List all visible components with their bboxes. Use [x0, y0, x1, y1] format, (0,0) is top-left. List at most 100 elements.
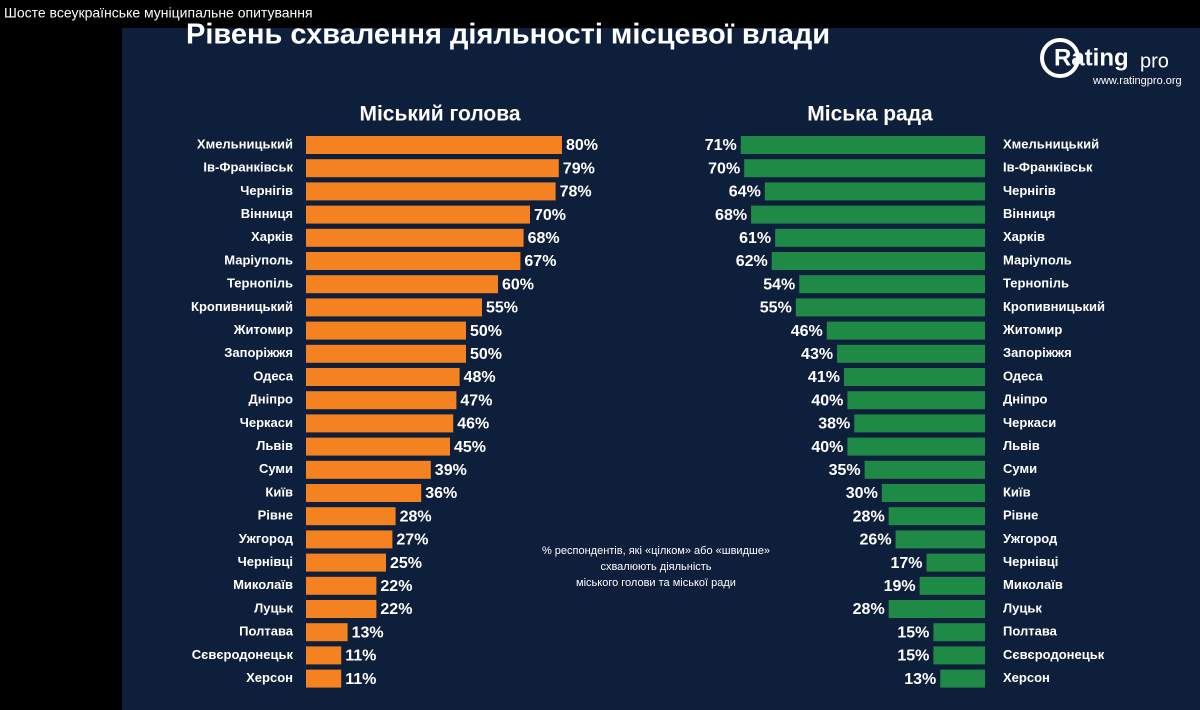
- category-label: Суми: [259, 461, 293, 476]
- category-label: Вінниця: [1003, 206, 1055, 221]
- value-label: 41%: [808, 369, 840, 386]
- bar: [306, 275, 498, 294]
- value-label: 25%: [390, 555, 422, 572]
- bar: [888, 600, 985, 618]
- category-label: Чернігів: [240, 183, 293, 198]
- bar: [843, 368, 985, 386]
- category-label: Миколаїв: [1003, 577, 1063, 592]
- value-label: 22%: [380, 601, 412, 618]
- chart-title: Міська рада: [807, 103, 933, 126]
- value-label: 62%: [736, 253, 768, 270]
- value-label: 70%: [534, 207, 566, 224]
- slide: [122, 28, 1200, 710]
- value-label: 15%: [897, 648, 929, 665]
- bar: [306, 205, 530, 224]
- value-label: 80%: [566, 137, 598, 154]
- bar: [306, 391, 457, 410]
- window-title: Шосте всеукраїнське муніципальне опитува…: [4, 5, 313, 21]
- category-label: Херсон: [246, 670, 293, 685]
- bar: [744, 159, 985, 178]
- bar: [837, 344, 985, 363]
- category-label: Черкаси: [1003, 415, 1056, 430]
- value-label: 48%: [464, 369, 496, 386]
- value-label: 43%: [801, 346, 833, 363]
- value-label: 40%: [811, 392, 843, 409]
- bar: [926, 553, 985, 572]
- value-label: 50%: [470, 346, 502, 363]
- value-label: 36%: [425, 485, 457, 502]
- value-label: 15%: [897, 624, 929, 641]
- value-label: 40%: [811, 439, 843, 456]
- bar: [933, 623, 985, 642]
- category-label: Тернопіль: [227, 276, 293, 291]
- category-label: Iв-Франківськ: [203, 160, 293, 175]
- category-label: Одеса: [1003, 368, 1043, 383]
- category-label: Хмельницький: [1003, 136, 1099, 151]
- category-label: Маріуполь: [1003, 252, 1072, 267]
- value-label: 46%: [791, 323, 823, 340]
- note-line: міського голови та міської ради: [576, 577, 736, 589]
- bar: [799, 275, 985, 294]
- value-label: 45%: [454, 439, 486, 456]
- bar: [771, 252, 985, 270]
- value-label: 28%: [853, 601, 885, 618]
- category-label: Вінниця: [241, 206, 293, 221]
- category-label: Херсон: [1003, 670, 1050, 685]
- value-label: 55%: [760, 300, 792, 317]
- note-line: схвалюють діяльність: [600, 561, 711, 573]
- slide-title: Рівень схвалення діяльності місцевої вла…: [186, 19, 830, 51]
- bar: [764, 182, 985, 201]
- logo-icon: [1040, 38, 1080, 78]
- bar: [740, 136, 985, 154]
- category-label: Київ: [1003, 484, 1031, 499]
- category-label: Сєвєродонецьк: [1003, 647, 1105, 662]
- value-label: 78%: [560, 184, 592, 201]
- category-label: Тернопіль: [1003, 276, 1069, 291]
- bar: [306, 530, 393, 549]
- value-label: 64%: [729, 184, 761, 201]
- bar: [888, 507, 985, 526]
- value-label: 67%: [524, 253, 556, 270]
- value-label: 11%: [345, 671, 376, 688]
- bar: [881, 484, 985, 502]
- value-label: 35%: [829, 462, 861, 479]
- category-label: Дніпро: [249, 392, 294, 407]
- value-label: 13%: [352, 624, 384, 641]
- category-label: Ужгород: [1003, 531, 1058, 546]
- bar: [306, 484, 422, 502]
- value-label: 79%: [563, 160, 595, 177]
- category-label: Київ: [265, 484, 293, 499]
- value-label: 30%: [846, 485, 878, 502]
- bar: [306, 298, 482, 317]
- value-label: 39%: [435, 462, 467, 479]
- bar: [306, 437, 450, 456]
- category-label: Iв-Франківськ: [1003, 160, 1093, 175]
- category-label: Полтава: [239, 624, 294, 639]
- value-label: 38%: [818, 416, 850, 433]
- value-label: 11%: [345, 648, 376, 665]
- bar: [306, 623, 348, 642]
- bar: [919, 576, 985, 595]
- bar: [306, 252, 521, 270]
- bar: [854, 414, 985, 433]
- bar: [306, 321, 466, 340]
- value-label: 47%: [460, 392, 492, 409]
- category-label: Луцьк: [1003, 600, 1042, 615]
- bar: [940, 669, 985, 688]
- bar: [775, 228, 985, 247]
- bar: [306, 368, 460, 386]
- logo-text: Rating: [1054, 44, 1129, 71]
- category-label: Миколаїв: [233, 577, 293, 592]
- bar: [795, 298, 985, 317]
- category-label: Сєвєродонецьк: [192, 647, 294, 662]
- website: www.ratingpro.org: [1092, 75, 1182, 87]
- bar: [306, 669, 342, 688]
- value-label: 26%: [860, 532, 892, 549]
- category-label: Рівне: [1003, 508, 1038, 523]
- category-label: Хмельницький: [197, 136, 293, 151]
- value-label: 19%: [884, 578, 916, 595]
- logo-suffix: pro: [1140, 50, 1169, 72]
- category-label: Одеса: [253, 368, 293, 383]
- category-label: Чернівці: [238, 554, 293, 569]
- category-label: Ужгород: [239, 531, 294, 546]
